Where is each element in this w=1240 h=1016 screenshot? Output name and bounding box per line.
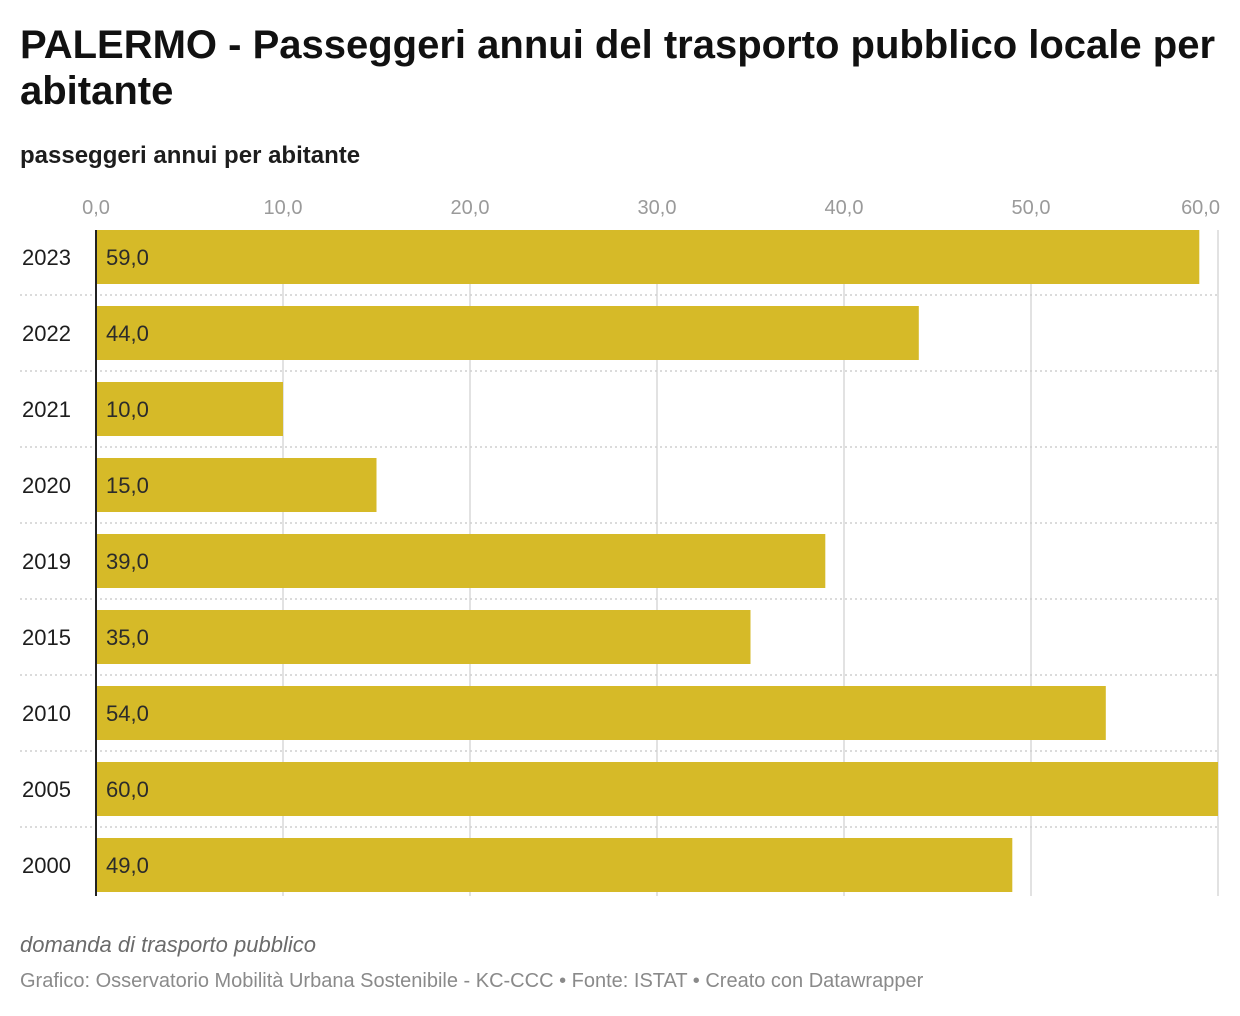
bar xyxy=(96,534,826,588)
category-label: 2022 xyxy=(22,321,71,346)
category-label: 2010 xyxy=(22,701,71,726)
bar xyxy=(96,306,919,360)
value-label: 59,0 xyxy=(106,245,149,270)
category-label: 2020 xyxy=(22,473,71,498)
value-label: 35,0 xyxy=(106,625,149,650)
x-tick-label: 60,0 xyxy=(1181,197,1220,219)
value-label: 44,0 xyxy=(106,321,149,346)
x-tick-label: 40,0 xyxy=(825,197,864,219)
x-tick-label: 20,0 xyxy=(451,197,490,219)
category-label: 2005 xyxy=(22,777,71,802)
value-label: 39,0 xyxy=(106,549,149,574)
category-label: 2000 xyxy=(22,853,71,878)
category-label: 2015 xyxy=(22,625,71,650)
x-tick-label: 0,0 xyxy=(82,197,110,219)
value-label: 60,0 xyxy=(106,777,149,802)
bar xyxy=(96,458,377,512)
bar-chart: 0,0 10,0 20,0 30,0 40,0 50,0 60,0 2023 59,0 2022 4… xyxy=(20,197,1220,896)
chart-subtitle: passeggeri annui per abitante xyxy=(20,142,361,169)
category-label: 2019 xyxy=(22,549,71,574)
value-label: 15,0 xyxy=(106,473,149,498)
bar xyxy=(96,382,283,436)
value-label: 10,0 xyxy=(106,397,149,422)
x-tick-label: 30,0 xyxy=(638,197,677,219)
value-label: 54,0 xyxy=(106,701,149,726)
x-tick-label: 50,0 xyxy=(1012,197,1051,219)
bar xyxy=(96,762,1218,816)
chart-title: PALERMO - Passeggeri annui del trasporto… xyxy=(20,23,1216,113)
bar xyxy=(96,686,1106,740)
chart-note: domanda di trasporto pubblico xyxy=(20,932,316,957)
bar xyxy=(96,610,751,664)
bar xyxy=(96,838,1013,892)
chart-credits: Grafico: Osservatorio Mobilità Urbana So… xyxy=(20,970,924,992)
category-label: 2023 xyxy=(22,245,71,270)
value-label: 49,0 xyxy=(106,853,149,878)
bar xyxy=(96,230,1200,284)
x-tick-label: 10,0 xyxy=(264,197,303,219)
category-label: 2021 xyxy=(22,397,71,422)
